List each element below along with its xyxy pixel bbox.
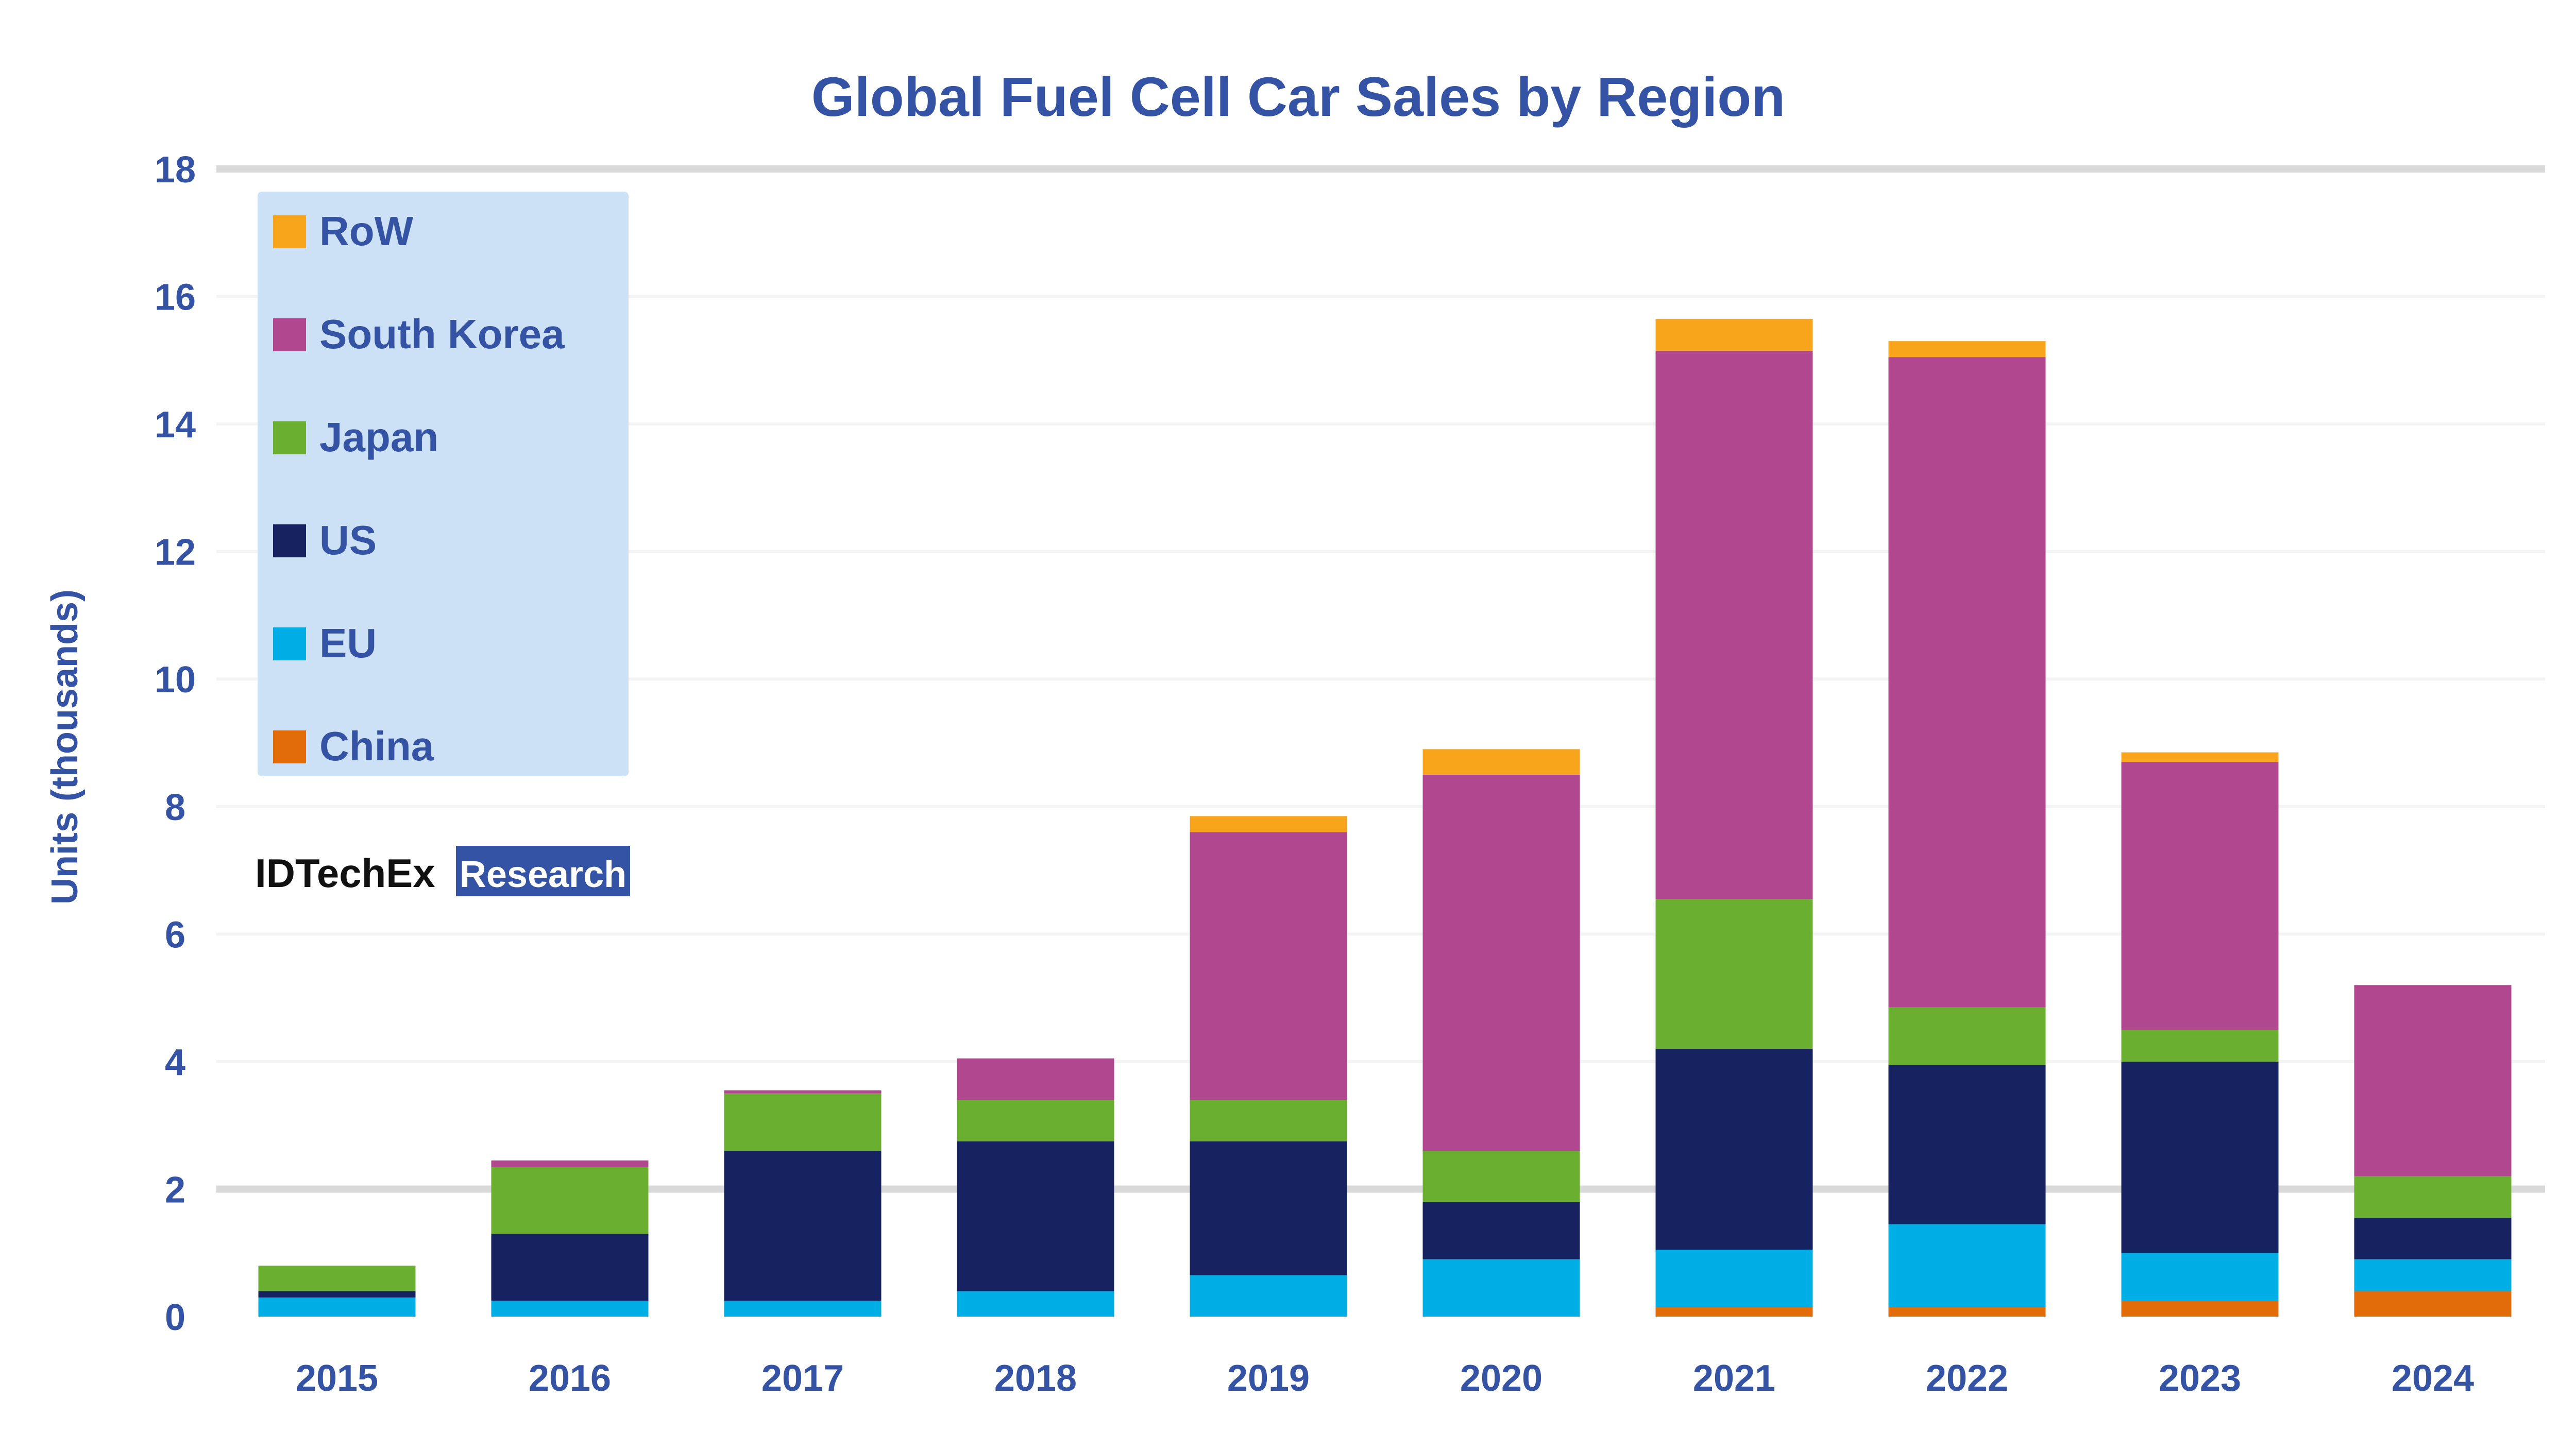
bar-segment-south-korea-2019 [1190, 832, 1347, 1100]
legend-background [258, 192, 629, 776]
bar-segment-japan-2022 [1888, 1007, 2046, 1065]
bar-segment-japan-2016 [491, 1167, 649, 1234]
bar-segment-row-2023 [2121, 752, 2279, 762]
bar-segment-eu-2022 [1888, 1224, 2046, 1307]
bar-segment-us-2019 [1190, 1141, 1347, 1275]
bar-segment-china-2024 [2354, 1291, 2512, 1317]
bar-segment-japan-2023 [2121, 1030, 2279, 1062]
bar-segment-china-2022 [1888, 1307, 2046, 1317]
legend-label-eu: EU [319, 620, 377, 666]
bar-segment-south-korea-2020 [1422, 774, 1580, 1151]
bar-segment-japan-2024 [2354, 1176, 2512, 1218]
bar-segment-japan-2018 [957, 1100, 1114, 1141]
legend-swatch-china [273, 730, 306, 763]
brand-logo-part1: IDTechEx [255, 850, 435, 896]
bar-segment-us-2017 [724, 1151, 882, 1301]
legend-swatch-us [273, 524, 306, 557]
y-tick-label: 8 [165, 787, 185, 828]
bar-segment-south-korea-2016 [491, 1160, 649, 1167]
brand-logo-part2: Research [460, 854, 626, 895]
bar-segment-us-2024 [2354, 1218, 2512, 1259]
bar-segment-eu-2018 [957, 1291, 1114, 1317]
bar-segment-row-2021 [1655, 318, 1813, 351]
x-tick-label: 2020 [1460, 1358, 1543, 1399]
x-tick-label: 2021 [1693, 1358, 1775, 1399]
bar-segment-us-2021 [1655, 1049, 1813, 1250]
bar-segment-eu-2016 [491, 1301, 649, 1317]
bar-segment-eu-2019 [1190, 1275, 1347, 1317]
x-tick-label: 2016 [529, 1358, 611, 1399]
bar-segment-south-korea-2023 [2121, 762, 2279, 1030]
bar-segment-japan-2019 [1190, 1100, 1347, 1141]
bar-segment-eu-2017 [724, 1301, 882, 1317]
bar-segment-eu-2020 [1422, 1259, 1580, 1317]
brand-logo-box [456, 846, 630, 896]
y-tick-label: 10 [155, 659, 196, 701]
y-tick-label: 18 [155, 149, 196, 191]
y-tick-label: 0 [165, 1297, 185, 1338]
legend-swatch-row [273, 215, 306, 248]
y-axis-label: Units (thousands) [44, 589, 86, 905]
bar-segment-china-2023 [2121, 1301, 2279, 1317]
legend-swatch-japan [273, 421, 306, 454]
bar-segment-south-korea-2021 [1655, 350, 1813, 899]
bar-segment-south-korea-2024 [2354, 985, 2512, 1177]
x-tick-label: 2018 [994, 1358, 1077, 1399]
bar-segment-us-2016 [491, 1234, 649, 1301]
y-tick-label: 2 [165, 1169, 185, 1211]
bar-segment-us-2020 [1422, 1202, 1580, 1259]
legend-label-japan: Japan [319, 414, 438, 460]
bar-segment-row-2019 [1190, 816, 1347, 832]
x-tick-label: 2023 [2159, 1358, 2241, 1399]
chart-title: Global Fuel Cell Car Sales by Region [811, 65, 1785, 128]
brand-logo: IDTechEx Research [255, 846, 630, 896]
x-axis-ticks: 2015 2016 2017 2018 2019 2020 2021 2022 2023 2024 [296, 1358, 2474, 1399]
legend-label-south-korea: South Korea [319, 311, 565, 357]
bar-segment-japan-2020 [1422, 1151, 1580, 1202]
bar-segment-us-2015 [258, 1291, 416, 1298]
bar-segment-south-korea-2022 [1888, 357, 2046, 1008]
legend-swatch-eu [273, 627, 306, 660]
bars [258, 318, 2512, 1317]
bar-segment-south-korea-2017 [724, 1090, 882, 1094]
bar-segment-eu-2015 [258, 1297, 416, 1317]
y-tick-label: 14 [155, 404, 196, 446]
x-tick-label: 2015 [296, 1358, 378, 1399]
bar-segment-eu-2023 [2121, 1253, 2279, 1301]
bar-segment-us-2023 [2121, 1061, 2279, 1253]
legend-label-row: RoW [319, 208, 414, 254]
legend: RoW South Korea Japan US EU China [258, 192, 629, 776]
x-tick-label: 2019 [1227, 1358, 1310, 1399]
bar-segment-japan-2017 [724, 1093, 882, 1151]
x-tick-label: 2017 [761, 1358, 844, 1399]
legend-label-china: China [319, 723, 434, 769]
bar-segment-us-2018 [957, 1141, 1114, 1291]
y-tick-label: 6 [165, 914, 185, 956]
bar-segment-japan-2021 [1655, 899, 1813, 1049]
legend-swatch-south-korea [273, 318, 306, 351]
bar-segment-china-2021 [1655, 1307, 1813, 1317]
x-tick-label: 2024 [2392, 1358, 2474, 1399]
bar-segment-south-korea-2018 [957, 1058, 1114, 1100]
bar-segment-eu-2021 [1655, 1250, 1813, 1307]
y-tick-label: 16 [155, 277, 196, 318]
x-tick-label: 2022 [1926, 1358, 2008, 1399]
bar-segment-row-2022 [1888, 341, 2046, 357]
y-axis-ticks: 0 2 4 6 8 10 12 14 16 18 [155, 149, 196, 1338]
y-tick-label: 12 [155, 532, 196, 573]
y-tick-label: 4 [165, 1042, 185, 1083]
bar-segment-us-2022 [1888, 1065, 2046, 1224]
bar-segment-japan-2015 [258, 1265, 416, 1291]
bar-segment-row-2020 [1422, 749, 1580, 775]
legend-label-us: US [319, 517, 377, 563]
bar-segment-eu-2024 [2354, 1259, 2512, 1291]
